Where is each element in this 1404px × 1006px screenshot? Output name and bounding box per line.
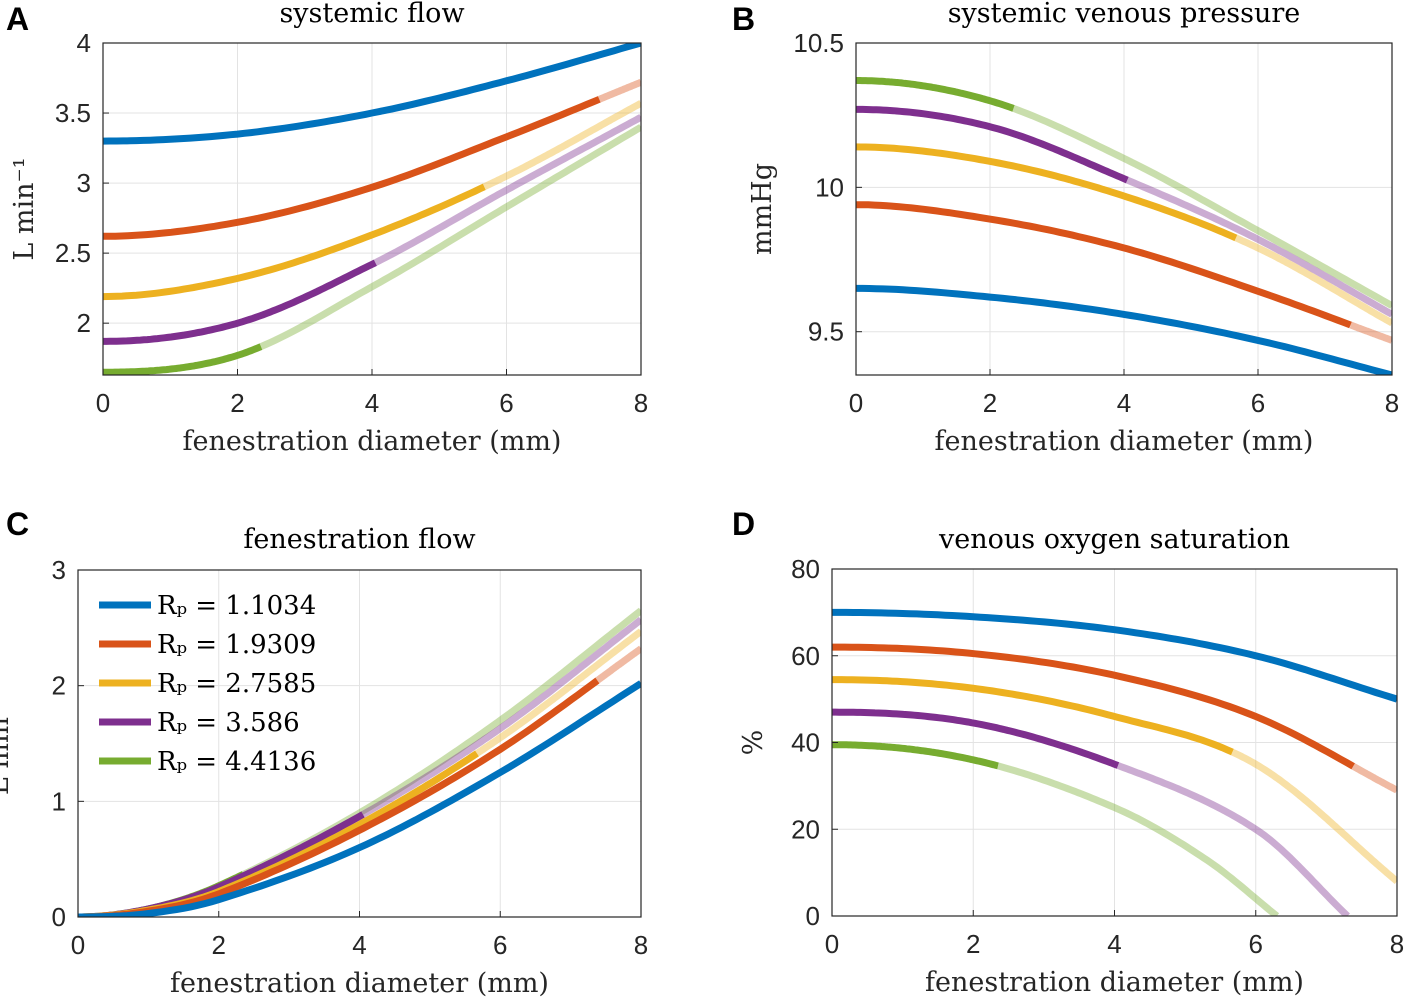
y-tick-label: 2 <box>77 308 91 338</box>
y-tick-label: 3 <box>77 168 91 198</box>
series-line-yellow-solid <box>103 183 486 301</box>
x-tick-label: 6 <box>499 388 513 418</box>
y-tick-label: 0 <box>806 901 820 931</box>
y-tick-label: 10 <box>815 172 844 202</box>
series-line-yellow-faded <box>475 628 641 757</box>
series-line-blue-solid <box>832 608 1397 703</box>
x-tick-label: 0 <box>71 930 85 960</box>
series-line-purple-solid <box>103 259 377 345</box>
series-line-yellow-faded <box>1234 234 1392 327</box>
x-axis-label: fenestration diameter (mm) <box>183 426 562 457</box>
series-line-orange-solid <box>856 201 1352 329</box>
series-line-purple-faded <box>1125 176 1392 318</box>
chart-title: systemic flow <box>279 0 464 29</box>
series-line-green-faded <box>1012 105 1392 309</box>
panel-letter: C <box>6 506 29 542</box>
legend-entry: Rₚ = 2.7585 <box>157 669 316 699</box>
series-line-orange-solid <box>103 96 601 240</box>
x-tick-label: 8 <box>634 930 648 960</box>
y-axis-label: mmHg <box>747 163 778 255</box>
panel-letter: A <box>6 1 29 37</box>
series-line-orange-solid <box>832 643 1355 770</box>
y-tick-label: 2.5 <box>55 238 91 268</box>
series-line-yellow-solid <box>856 143 1238 242</box>
series-line-orange-faded <box>1349 321 1392 344</box>
series-line-purple-faded <box>1116 762 1350 916</box>
x-tick-label: 4 <box>1117 388 1131 418</box>
series-line-purple-faded <box>373 114 641 266</box>
x-tick-label: 6 <box>1251 388 1265 418</box>
x-tick-label: 8 <box>1390 929 1404 959</box>
panel-A: 0 2 4 6 8 2 2.5 3 3.5 4 A systemic flow fenestration… <box>6 0 648 457</box>
series-line-yellow-faded <box>1230 748 1397 885</box>
series-line-purple-faded <box>361 616 641 818</box>
y-tick-label: 1 <box>52 786 66 816</box>
y-tick-label: 3 <box>52 555 66 585</box>
series-line-green-solid <box>856 77 1015 112</box>
x-axis-label: fenestration diameter (mm) <box>170 968 549 999</box>
x-tick-label: 6 <box>1249 929 1263 959</box>
y-tick-label: 4 <box>77 28 91 58</box>
x-tick-label: 4 <box>1107 929 1121 959</box>
x-tick-label: 2 <box>230 388 244 418</box>
series-line-blue-solid <box>103 43 641 145</box>
series-line-green-solid <box>832 741 999 770</box>
x-axis-label: fenestration diameter (mm) <box>935 426 1314 457</box>
series-line-blue-solid <box>856 284 1392 375</box>
x-tick-label: 0 <box>825 929 839 959</box>
panel-letter: D <box>732 506 755 542</box>
series-line-blue-solid <box>78 680 641 917</box>
y-axis-label: L min⁻¹ <box>9 157 40 260</box>
series-line-yellow-solid <box>832 676 1234 756</box>
x-tick-label: 4 <box>365 388 379 418</box>
legend-entry: Rₚ = 4.4136 <box>157 747 316 777</box>
series-line-green-solid <box>103 343 263 375</box>
x-tick-label: 8 <box>1385 388 1399 418</box>
y-tick-label: 40 <box>791 728 820 758</box>
panel-C: 0 2 4 6 8 0 1 2 3C fenestration flow fenestration … <box>0 506 648 999</box>
series-line-purple-solid <box>832 708 1120 769</box>
x-tick-label: 2 <box>983 388 997 418</box>
y-tick-label: 60 <box>791 641 820 671</box>
x-tick-label: 0 <box>849 388 863 418</box>
series-line-orange-faded <box>595 645 641 684</box>
y-tick-label: 20 <box>791 814 820 844</box>
series-line-green-faded <box>259 124 641 350</box>
x-tick-label: 2 <box>212 930 226 960</box>
y-tick-label: 3.5 <box>55 98 91 128</box>
legend: Rₚ = 1.1034 Rₚ = 1.9309 Rₚ = 2.7585 Rₚ = 3.… <box>99 591 316 777</box>
y-tick-label: 80 <box>791 554 820 584</box>
y-tick-label: 0 <box>52 902 66 932</box>
x-tick-label: 8 <box>634 388 648 418</box>
panel-B: 0 2 4 6 8 9.5 10 10.5 B systemic venous pressure f… <box>732 0 1399 457</box>
series-line-orange-faded <box>1351 763 1397 794</box>
chart-title: fenestration flow <box>243 524 475 555</box>
series-line-orange-faded <box>598 78 641 103</box>
x-tick-label: 6 <box>493 930 507 960</box>
y-axis-label: L min⁻¹ <box>0 692 15 795</box>
x-axis-label: fenestration diameter (mm) <box>925 967 1304 998</box>
series-line-purple-solid <box>856 105 1129 184</box>
legend-entry: Rₚ = 1.1034 <box>157 591 316 621</box>
chart-title: systemic venous pressure <box>948 0 1301 29</box>
y-axis-label: % <box>738 730 769 756</box>
x-tick-label: 2 <box>966 929 980 959</box>
chart-title: venous oxygen saturation <box>938 524 1290 555</box>
x-tick-label: 4 <box>352 930 366 960</box>
series-line-green-faded <box>997 762 1280 916</box>
y-tick-label: 2 <box>52 671 66 701</box>
legend-entry: Rₚ = 3.586 <box>157 708 300 738</box>
x-tick-label: 0 <box>96 388 110 418</box>
panel-letter: B <box>732 1 755 37</box>
series-line-yellow-faded <box>482 100 641 190</box>
legend-entry: Rₚ = 1.9309 <box>157 630 316 660</box>
y-tick-label: 10.5 <box>793 28 844 58</box>
y-tick-label: 9.5 <box>808 317 844 347</box>
